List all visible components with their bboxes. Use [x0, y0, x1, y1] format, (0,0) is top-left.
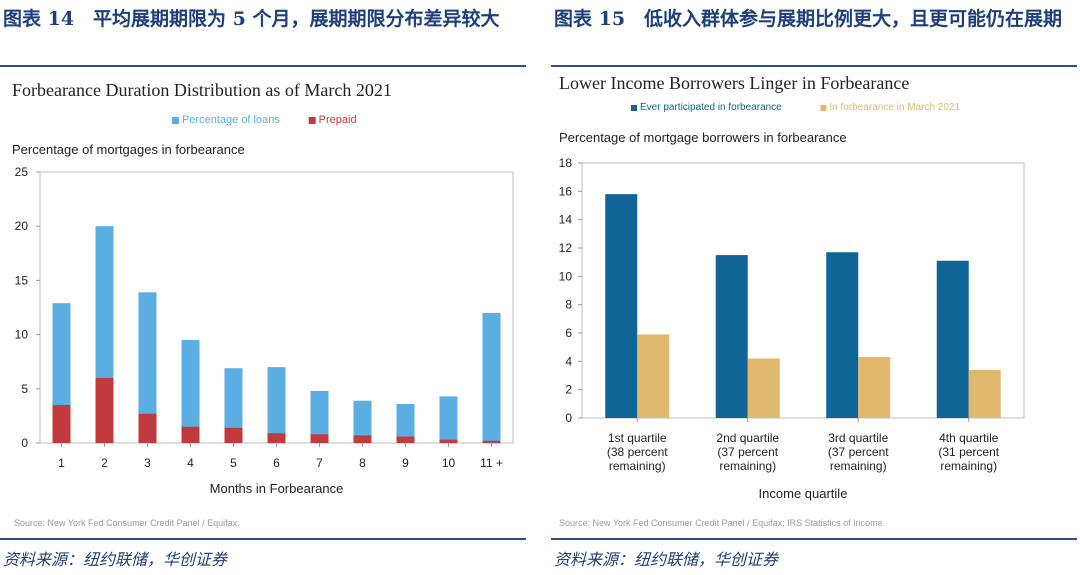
legend-swatch: [172, 117, 179, 124]
x-tick-label: remaining): [609, 459, 666, 473]
y-tick-label: 25: [15, 165, 29, 179]
figure-14-chart: Forbearance Duration Distribution as of …: [12, 80, 514, 528]
bar-in-forbearance: [747, 358, 780, 418]
bar-ever-participated: [936, 260, 969, 418]
bar-ever-participated: [826, 252, 859, 418]
legend-label: Percentage of loans: [182, 114, 280, 126]
x-tick-label: 8: [359, 456, 366, 470]
bar-ever-participated: [605, 194, 638, 418]
y-tick-label: 10: [15, 328, 29, 342]
x-tick-label: 3rd quartile: [828, 431, 888, 445]
y-tick-label: 16: [559, 184, 573, 198]
bar-prepaid: [353, 435, 372, 443]
bar-prepaid: [439, 439, 458, 443]
figure-15-heading: 图表 15 低收入群体参与展期比例更大，且更可能仍在展期: [554, 8, 1063, 30]
y-tick-label: 18: [559, 156, 573, 170]
x-tick-label: 4th quartile: [939, 431, 999, 445]
x-tick-label: 6: [273, 456, 280, 470]
chart-title: Lower Income Borrowers Linger in Forbear…: [559, 73, 909, 93]
x-tick-label: 10: [442, 456, 456, 470]
bar-loans: [224, 368, 243, 443]
legend-label: Ever participated in forbearance: [640, 102, 782, 113]
bar-loans: [482, 312, 501, 443]
y-tick-label: 10: [559, 269, 573, 283]
x-tick-label: 1: [58, 456, 65, 470]
legend-swatch: [631, 105, 637, 111]
chart-source: Source: New York Fed Consumer Credit Pan…: [559, 518, 885, 528]
figure-14-source: 资料来源：纽约联储，华创证券: [3, 550, 228, 569]
x-axis-label: Months in Forbearance: [210, 481, 344, 496]
figure-15-panel: 图表 15 低收入群体参与展期比例更大，且更可能仍在展期 Lower Incom…: [551, 0, 1077, 575]
y-tick-label: 0: [21, 436, 28, 450]
x-tick-label: 9: [402, 456, 409, 470]
chart-title: Forbearance Duration Distribution as of …: [12, 80, 392, 100]
bar-loans: [267, 367, 286, 443]
x-axis-label: Income quartile: [759, 486, 848, 501]
y-axis-label: Percentage of mortgages in forbearance: [12, 142, 245, 157]
x-tick-label: 2nd quartile: [716, 431, 779, 445]
legend-label: Prepaid: [319, 114, 357, 126]
y-tick-label: 12: [559, 241, 573, 255]
chart-source: Source: New York Fed Consumer Credit Pan…: [14, 518, 240, 528]
bar-prepaid: [396, 436, 415, 443]
bar-loans: [310, 390, 329, 443]
x-tick-label: 4: [187, 456, 194, 470]
bar-in-forbearance: [858, 357, 891, 418]
y-tick-label: 8: [565, 298, 572, 312]
legend-swatch: [308, 117, 316, 124]
bar-ever-participated: [715, 255, 748, 418]
bar-in-forbearance: [968, 369, 1001, 418]
x-tick-label: 11 +: [480, 456, 503, 470]
plot-frame: [581, 162, 1025, 419]
bar-prepaid: [482, 440, 501, 443]
x-tick-label: 2: [101, 456, 108, 470]
bar-prepaid: [310, 434, 329, 443]
bar-prepaid: [138, 413, 157, 443]
y-tick-label: 4: [565, 354, 572, 368]
x-tick-label: 3: [144, 456, 151, 470]
y-axis-label: Percentage of mortgage borrowers in forb…: [559, 130, 847, 145]
bar-loans: [439, 396, 458, 443]
figure-14-panel: 图表 14 平均展期期限为 5 个月，展期期限分布差异较大 Forbearanc…: [0, 0, 526, 575]
x-tick-label: (31 percent: [938, 445, 999, 459]
x-tick-label: (38 percent: [607, 445, 668, 459]
bar-loans: [181, 340, 200, 443]
bar-prepaid: [52, 405, 71, 443]
y-tick-label: 14: [559, 213, 573, 227]
figure-14-bottom-rule: [0, 538, 526, 540]
bar-prepaid: [95, 377, 114, 443]
figure-15-source: 资料来源：纽约联储，华创证券: [554, 550, 779, 569]
y-tick-label: 6: [565, 326, 572, 340]
bar-prepaid: [267, 433, 286, 443]
y-tick-label: 15: [15, 273, 29, 287]
x-tick-label: (37 percent: [828, 445, 889, 459]
bar-in-forbearance: [637, 334, 670, 418]
x-tick-label: 5: [230, 456, 237, 470]
y-tick-label: 5: [21, 382, 28, 396]
figure-14-heading: 图表 14 平均展期期限为 5 个月，展期期限分布差异较大: [3, 8, 500, 30]
y-tick-label: 20: [15, 219, 29, 233]
bar-loans: [138, 292, 157, 443]
x-tick-label: remaining): [719, 459, 776, 473]
x-tick-label: remaining): [940, 459, 997, 473]
x-tick-label: 1st quartile: [608, 431, 667, 445]
figure-15-top-rule: [551, 65, 1077, 67]
bar-prepaid: [181, 426, 200, 443]
bar-prepaid: [224, 427, 243, 443]
x-tick-label: remaining): [830, 459, 887, 473]
figure-15-bottom-rule: [551, 538, 1077, 540]
figure-15-chart: Lower Income Borrowers Linger in Forbear…: [559, 73, 1025, 528]
legend-swatch: [820, 105, 827, 111]
bar-loans: [353, 400, 372, 443]
figure-14-top-rule: [0, 65, 526, 67]
y-tick-label: 0: [565, 411, 572, 425]
bar-loans: [396, 403, 415, 443]
x-tick-label: (37 percent: [717, 445, 778, 459]
y-tick-label: 2: [565, 383, 572, 397]
x-tick-label: 7: [316, 456, 323, 470]
legend-label: In forbearance in March 2021: [829, 102, 960, 113]
